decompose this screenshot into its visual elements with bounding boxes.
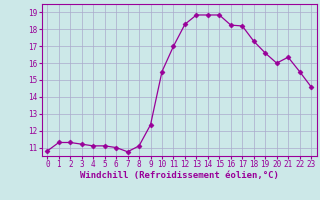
X-axis label: Windchill (Refroidissement éolien,°C): Windchill (Refroidissement éolien,°C) — [80, 171, 279, 180]
